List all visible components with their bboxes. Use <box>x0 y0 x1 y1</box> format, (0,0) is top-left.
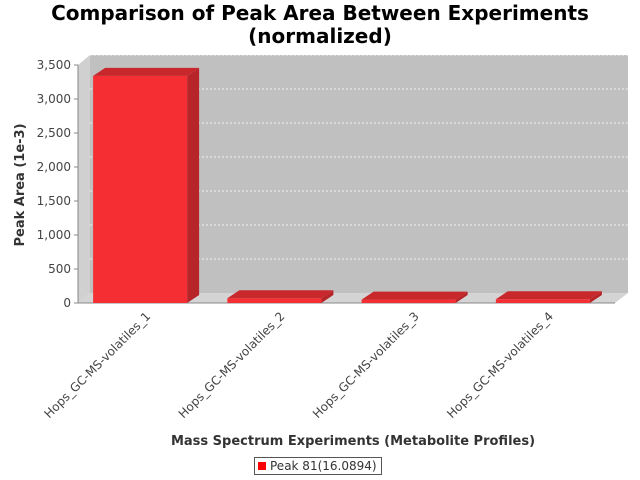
y-axis: 0 500 1,000 1,500 2,000 2,500 3,000 3,500 <box>37 58 79 310</box>
bar-front <box>361 299 456 303</box>
y-tick-label: 500 <box>48 262 71 276</box>
bar-top <box>227 290 334 299</box>
left-wall <box>78 55 90 303</box>
y-tick-label: 1,000 <box>37 228 71 242</box>
bar-side <box>589 291 602 303</box>
chart-title-line1: Comparison of Peak Area Between Experime… <box>51 1 589 25</box>
bar-side <box>187 67 200 303</box>
bar-top <box>93 67 200 76</box>
x-tick-label: Hops_GC-MS-volatiles_1 <box>42 309 154 421</box>
legend-swatch <box>258 462 266 470</box>
bar <box>495 291 602 303</box>
bar-front <box>227 298 322 303</box>
x-tick-label: Hops_GC-MS-volatiles_4 <box>444 309 556 421</box>
x-axis-title: Mass Spectrum Experiments (Metabolite Pr… <box>171 434 535 449</box>
bar-top <box>361 291 468 300</box>
chart-title-line2: (normalized) <box>248 24 392 48</box>
y-tick-label: 2,500 <box>37 126 71 140</box>
chart-title: Comparison of Peak Area Between Experime… <box>0 2 640 48</box>
y-tick-label: 0 <box>63 296 71 310</box>
bar-side <box>455 291 468 303</box>
legend-label: Peak 81(16.0894) <box>270 459 377 473</box>
y-axis-title: Peak Area (1e-3) <box>13 123 28 246</box>
bar-top <box>495 291 602 300</box>
bar-front <box>495 299 590 303</box>
bar <box>93 67 200 303</box>
y-tick-label: 2,000 <box>37 160 71 174</box>
x-tick-label: Hops_GC-MS-volatiles_2 <box>176 309 288 421</box>
x-axis: Hops_GC-MS-volatiles_1 Hops_GC-MS-volatil… <box>42 302 615 421</box>
x-tick-label: Hops_GC-MS-volatiles_3 <box>310 309 422 421</box>
legend: Peak 81(16.0894) <box>254 457 382 475</box>
bar <box>361 291 468 303</box>
bar <box>227 290 334 303</box>
bar-front <box>93 75 188 303</box>
bars <box>93 67 602 303</box>
y-tick-label: 1,500 <box>37 194 71 208</box>
y-tick-label: 3,000 <box>37 92 71 106</box>
floor <box>78 293 628 303</box>
bar-side <box>321 290 334 303</box>
y-tick-label: 3,500 <box>37 58 71 72</box>
